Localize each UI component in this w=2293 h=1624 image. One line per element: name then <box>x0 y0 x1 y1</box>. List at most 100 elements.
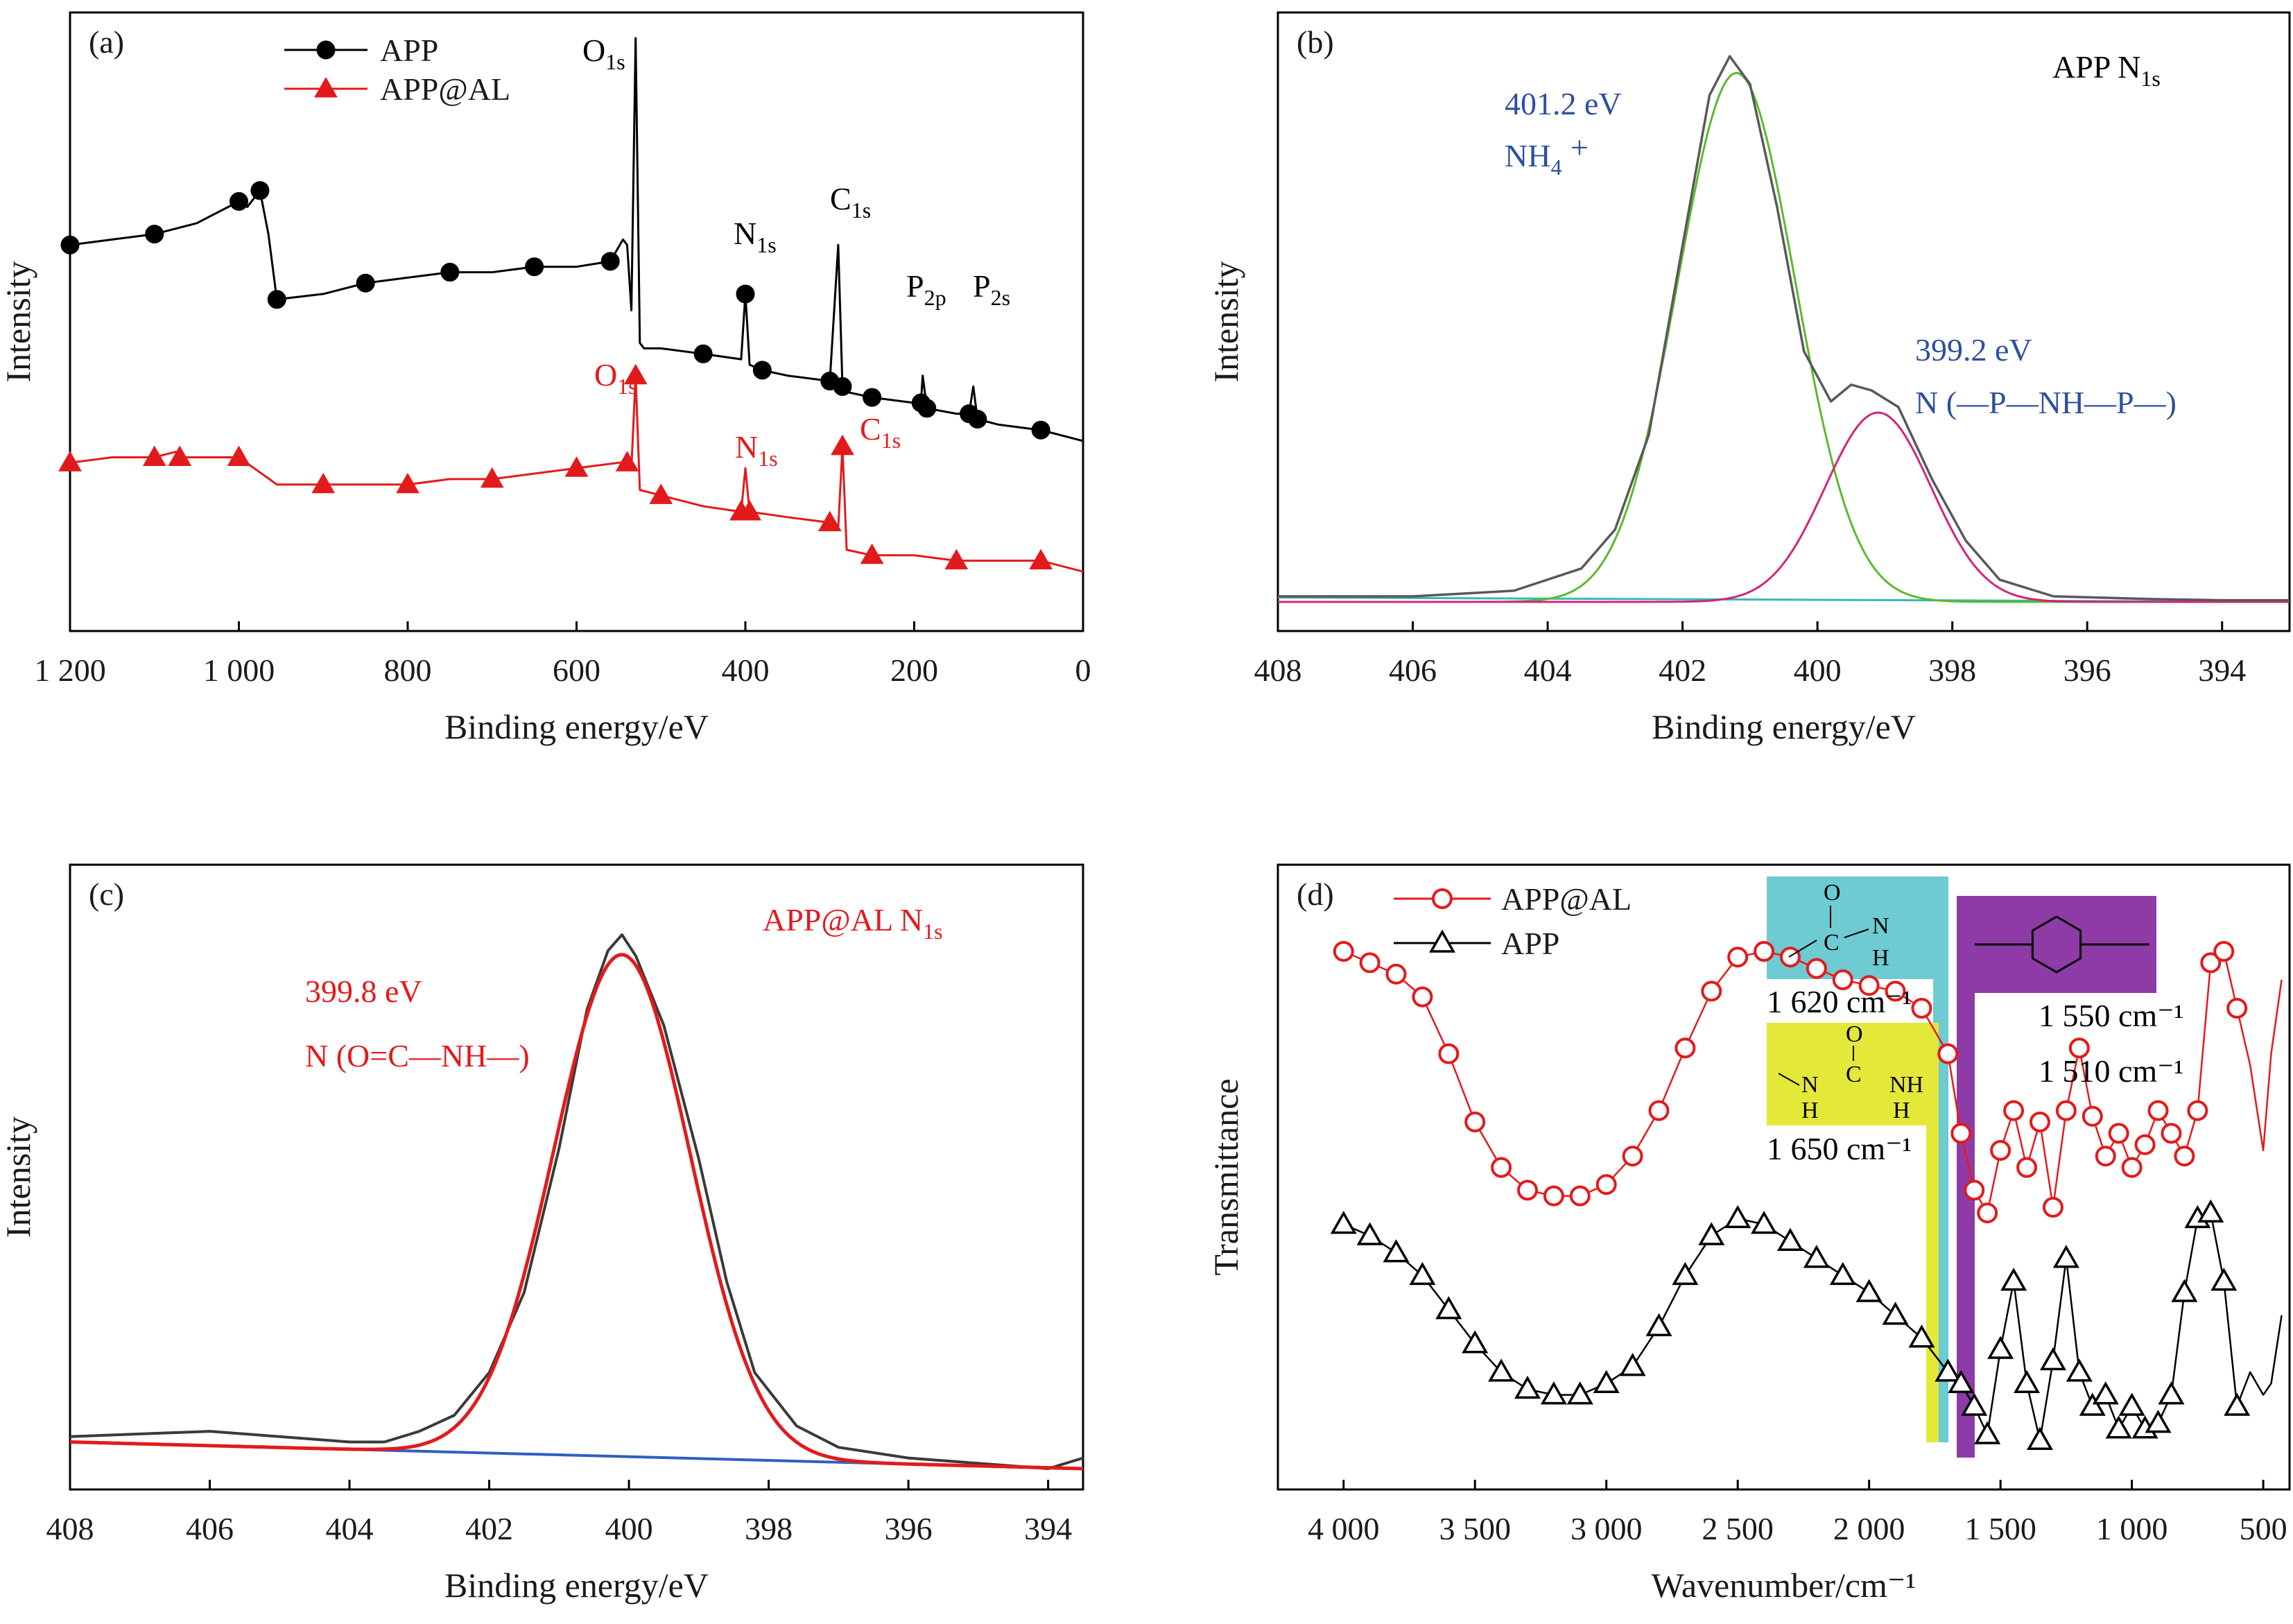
annotation-b-0: 401.2 eV <box>1505 86 1622 121</box>
marker-app-al-d <box>1950 1123 1972 1144</box>
x-tick-label-a: 600 <box>553 653 600 688</box>
marker-app-al-d <box>1964 1180 1985 1201</box>
x-tick-label-b: 402 <box>1659 653 1706 688</box>
plot-frame-d <box>1277 863 2291 1491</box>
x-tick-label-c: 404 <box>326 1511 374 1546</box>
marker-app-d <box>2052 1245 2079 1268</box>
marker-app-d <box>2145 1410 2172 1433</box>
marker-app-al-d <box>1595 1174 1617 1195</box>
marker-app-al-d <box>1806 958 1827 979</box>
marker-app-al <box>142 445 166 466</box>
marker-app <box>230 192 248 211</box>
legend-label-app-al-d: APP@AL <box>1501 881 1632 917</box>
marker-app-al-d <box>1622 1146 1643 1167</box>
marker-app-d <box>2171 1279 2198 1302</box>
x-tick-label-b: 398 <box>1928 653 1976 688</box>
annotation-c-1: N (O=C—NH—) <box>305 1038 530 1073</box>
x-tick-label-d: 1 000 <box>2096 1511 2168 1546</box>
marker-app-al <box>944 548 969 570</box>
x-tick-label-d: 500 <box>2240 1511 2287 1546</box>
legend-marker-app-d <box>1428 929 1456 953</box>
y-axis-title-a: Intensity <box>0 261 37 383</box>
peak-label-app-P2p: P2p <box>906 268 946 310</box>
x-tick-label-a: 0 <box>1075 653 1091 688</box>
marker-app-d <box>2079 1392 2106 1416</box>
marker-app-d <box>1435 1296 1462 1320</box>
marker-app-d <box>1855 1279 1883 1302</box>
marker-app-al-d <box>2016 1157 2038 1178</box>
marker-app-d <box>1751 1211 1778 1234</box>
x-tick-label-c: 406 <box>186 1511 234 1546</box>
marker-app-d <box>1672 1261 1699 1286</box>
panel-a-xps-survey: 1 200 1 000 800 600 400 200 0 Binding energy/eV… <box>0 11 1091 746</box>
marker-app-d <box>1488 1358 1515 1382</box>
marker-app <box>917 399 937 418</box>
marker-app-al-d <box>1911 998 1932 1019</box>
marker-app-al-d <box>2029 1112 2050 1132</box>
x-axis-title-d: Wavenumber/cm⁻¹ <box>1652 1566 1916 1605</box>
x-tick-label-c: 396 <box>885 1511 933 1546</box>
marker-app-al-d <box>1754 941 1775 962</box>
series-line-app-d <box>1343 1211 2283 1442</box>
marker-app <box>693 344 713 363</box>
peak-label-app-O1s: O1s <box>582 33 625 74</box>
marker-app-d <box>1829 1261 1856 1286</box>
marker-app <box>600 252 620 271</box>
marker-app-d <box>1330 1211 1357 1234</box>
peak-label-app-N1s: N1s <box>734 216 777 257</box>
amide-cn-bond <box>1844 928 1869 938</box>
x-tick-label-c: 402 <box>465 1511 513 1546</box>
marker-app-al <box>817 510 842 532</box>
marker-app-d <box>1803 1245 1830 1268</box>
annotation-b-1: NH4 <box>1505 138 1561 180</box>
x-tick-label-b: 406 <box>1389 653 1437 688</box>
marker-app-d <box>1698 1222 1725 1245</box>
marker-app-d <box>2210 1268 2238 1291</box>
marker-app-al-d <box>1569 1185 1591 1207</box>
urea-h-left: H <box>1801 1098 1819 1123</box>
marker-app-d <box>2224 1392 2251 1416</box>
marker-app-al-d <box>1385 963 1407 985</box>
marker-app <box>833 377 852 396</box>
peak-label-app-al-O1s: O1s <box>594 357 637 399</box>
marker-app-al <box>480 467 504 488</box>
x-tick-label-c: 408 <box>46 1511 94 1546</box>
x-tick-label-d: 1 500 <box>1964 1511 2036 1546</box>
x-tick-label-d: 4 000 <box>1308 1511 1380 1546</box>
benzene-ring-icon <box>2031 915 2082 974</box>
marker-app-al <box>168 445 192 466</box>
marker-app-d <box>1908 1324 1935 1348</box>
marker-app-al-d <box>2147 1100 2169 1121</box>
urea-n-left: N <box>1801 1072 1819 1098</box>
marker-app-al-d <box>2042 1197 2063 1218</box>
marker-app <box>863 388 882 407</box>
x-tick-label-a: 1 200 <box>34 653 106 688</box>
panel-label-a: (a) <box>89 24 124 60</box>
marker-app-d <box>1383 1239 1410 1263</box>
x-tick-label-d: 2 500 <box>1702 1511 1774 1546</box>
marker-app-al-d <box>2055 1100 2077 1121</box>
band-urea-box <box>1767 1023 1939 1125</box>
marker-app-al-d <box>2187 1100 2208 1121</box>
urea-c: C <box>1846 1062 1862 1087</box>
series-line-app <box>69 37 1084 442</box>
marker-app-d <box>1409 1261 1436 1286</box>
marker-app-al-d <box>1832 969 1853 990</box>
marker-app-d <box>2039 1347 2066 1371</box>
marker-app-d <box>2197 1199 2224 1223</box>
marker-app-al-d <box>1517 1180 1539 1201</box>
amide-c: C <box>1824 930 1840 956</box>
urea-nh-right: NH <box>1889 1072 1923 1098</box>
marker-app-al-d <box>1543 1185 1564 1207</box>
x-tick-label-b: 396 <box>2063 653 2111 688</box>
panel-label-d: (d) <box>1297 876 1334 912</box>
marker-app-al <box>564 456 589 477</box>
marker-app <box>968 410 987 429</box>
marker-app-d <box>1961 1392 1988 1416</box>
legend-marker-app-al-d <box>1432 888 1453 909</box>
marker-app-d <box>1882 1302 1909 1325</box>
peak-label-app-P2s: P2s <box>973 268 1010 310</box>
annotation-b-1-charge: + <box>1571 130 1589 165</box>
legend-label-app-d: APP <box>1501 926 1559 961</box>
